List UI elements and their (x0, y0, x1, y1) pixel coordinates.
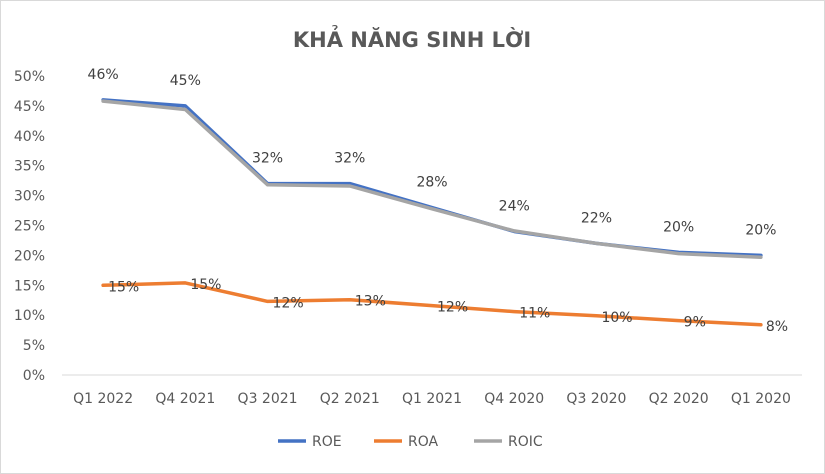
y-tick-label: 30% (14, 189, 45, 205)
data-label-roe: 24% (499, 198, 530, 214)
y-tick-label: 25% (14, 219, 45, 235)
y-tick-label: 20% (14, 248, 45, 264)
series-group (101, 98, 763, 327)
series-line-roic (101, 99, 763, 259)
data-label-roe: 20% (663, 219, 694, 235)
data-label-roe: 20% (745, 222, 776, 238)
x-tick-label: Q4 2021 (155, 391, 215, 407)
data-label-roe: 46% (88, 67, 119, 83)
y-tick-label: 50% (14, 69, 45, 85)
y-tick-label: 15% (14, 278, 45, 294)
y-tick-label: 45% (14, 99, 45, 115)
y-tick-label: 0% (23, 368, 45, 384)
y-tick-label: 10% (14, 308, 45, 324)
x-tick-label: Q2 2020 (649, 391, 709, 407)
data-label-roe: 45% (170, 73, 201, 89)
data-label-roe: 22% (581, 210, 612, 226)
x-tick-label: Q1 2022 (73, 391, 133, 407)
y-tick-label: 40% (14, 129, 45, 145)
x-tick-label: Q3 2020 (566, 391, 626, 407)
data-label-roa: 15% (190, 277, 221, 293)
series-line-roa (101, 281, 763, 327)
x-tick-label: Q1 2021 (402, 391, 462, 407)
data-label-roa: 12% (437, 300, 468, 316)
chart-title: KHẢ NĂNG SINH LỜI (293, 25, 531, 52)
x-tick-label: Q3 2021 (238, 391, 298, 407)
data-labels: 46% 45% 32% 32% 28% 24% 22% 20% 20% 15% 15% 12% 13% 1… (88, 67, 789, 335)
data-label-roa: 9% (684, 315, 706, 331)
legend-label-roe: ROE (312, 434, 342, 450)
x-tick-label: Q2 2021 (320, 391, 380, 407)
y-axis: 0% 5% 10% 15% 20% 25% 30% 35% 40% 45% 50% (14, 69, 45, 384)
x-tick-label: Q4 2020 (484, 391, 544, 407)
data-label-roa: 11% (519, 306, 550, 322)
legend-label-roic: ROIC (508, 434, 543, 450)
data-label-roe: 32% (252, 151, 283, 167)
data-label-roe: 28% (416, 175, 447, 191)
data-label-roa: 15% (108, 279, 139, 295)
legend: ROE ROA ROIC (278, 434, 543, 450)
y-tick-label: 5% (23, 338, 45, 354)
x-tick-label: Q1 2020 (731, 391, 791, 407)
data-label-roa: 8% (766, 319, 788, 335)
data-label-roa: 10% (601, 310, 632, 326)
legend-label-roa: ROA (408, 434, 439, 450)
x-axis: Q1 2022 Q4 2021 Q3 2021 Q2 2021 Q1 2021 Q4 20… (62, 374, 802, 407)
data-label-roe: 32% (334, 151, 365, 167)
data-label-roa: 13% (355, 294, 386, 310)
data-label-roa: 12% (273, 295, 304, 311)
y-tick-label: 35% (14, 159, 45, 175)
